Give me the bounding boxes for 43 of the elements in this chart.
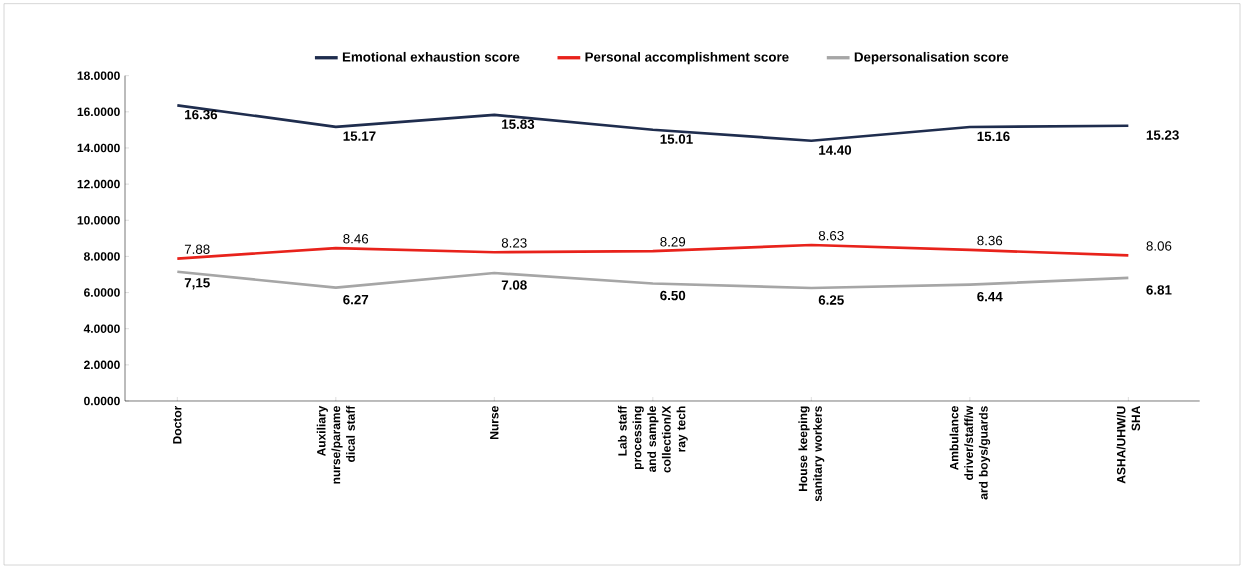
- data-label: 8.63: [818, 230, 844, 241]
- y-tick-label: 14.0000: [77, 143, 120, 153]
- data-label: 15.83: [502, 119, 535, 129]
- legend-label: Depersonalisation score: [854, 51, 1009, 65]
- data-label: 8.29: [660, 237, 686, 247]
- x-tick-label: ASHA/UHW/U SHA: [1116, 406, 1141, 484]
- y-tick-label: 16.0000: [77, 107, 120, 117]
- line-series: [175, 103, 1130, 143]
- data-label: 6.50: [660, 290, 686, 301]
- legend-label: Personal accomplishment score: [585, 51, 789, 65]
- y-tick-label: 8.0000: [83, 252, 120, 261]
- x-tick-label: Ambulance driver/staff/w ard boys/guards: [949, 405, 991, 500]
- x-tick-label: Nurse: [490, 406, 499, 439]
- data-label: 7,15: [184, 278, 210, 290]
- x-tick-label: House keeping sanitary workers: [798, 406, 825, 502]
- data-label: 14.40: [819, 145, 852, 155]
- y-tick-label: 12.0000: [77, 179, 120, 189]
- data-label: 15.01: [660, 134, 693, 144]
- y-tick-label: 0.0000: [84, 396, 120, 406]
- data-label: 15.17: [343, 131, 376, 141]
- data-label: 8.36: [977, 235, 1003, 246]
- data-label: 6.81: [1146, 285, 1172, 295]
- x-tick-label: Lab staff processing and sample collection/X ray tech: [617, 405, 688, 473]
- legend-label: Emotional exhaustion score: [342, 51, 520, 62]
- line-series: [175, 270, 1130, 290]
- x-tick-label: Auxiliary nurse/parame dical staff: [316, 405, 355, 484]
- data-label: 15.23: [1146, 130, 1179, 140]
- data-label: 6.25: [818, 295, 844, 305]
- y-tick-label: 18.0000: [77, 71, 120, 80]
- data-label: 7.08: [501, 280, 527, 290]
- y-tick-label: 6.0000: [84, 288, 120, 297]
- x-tick-label: Doctor: [173, 405, 182, 444]
- data-label: 6.27: [343, 294, 369, 305]
- data-label: 15.16: [977, 131, 1010, 142]
- data-label: 16.36: [185, 109, 218, 120]
- data-label: 8.23: [501, 238, 527, 248]
- data-label: 6.44: [977, 291, 1003, 302]
- y-tick-label: 10.0000: [77, 216, 120, 225]
- data-label: 7.88: [184, 244, 210, 254]
- y-tick-label: 4.0000: [83, 324, 120, 333]
- y-tick-label: 2.0000: [84, 360, 120, 370]
- data-label: 8.46: [343, 234, 369, 244]
- data-label: 8.06: [1146, 241, 1172, 251]
